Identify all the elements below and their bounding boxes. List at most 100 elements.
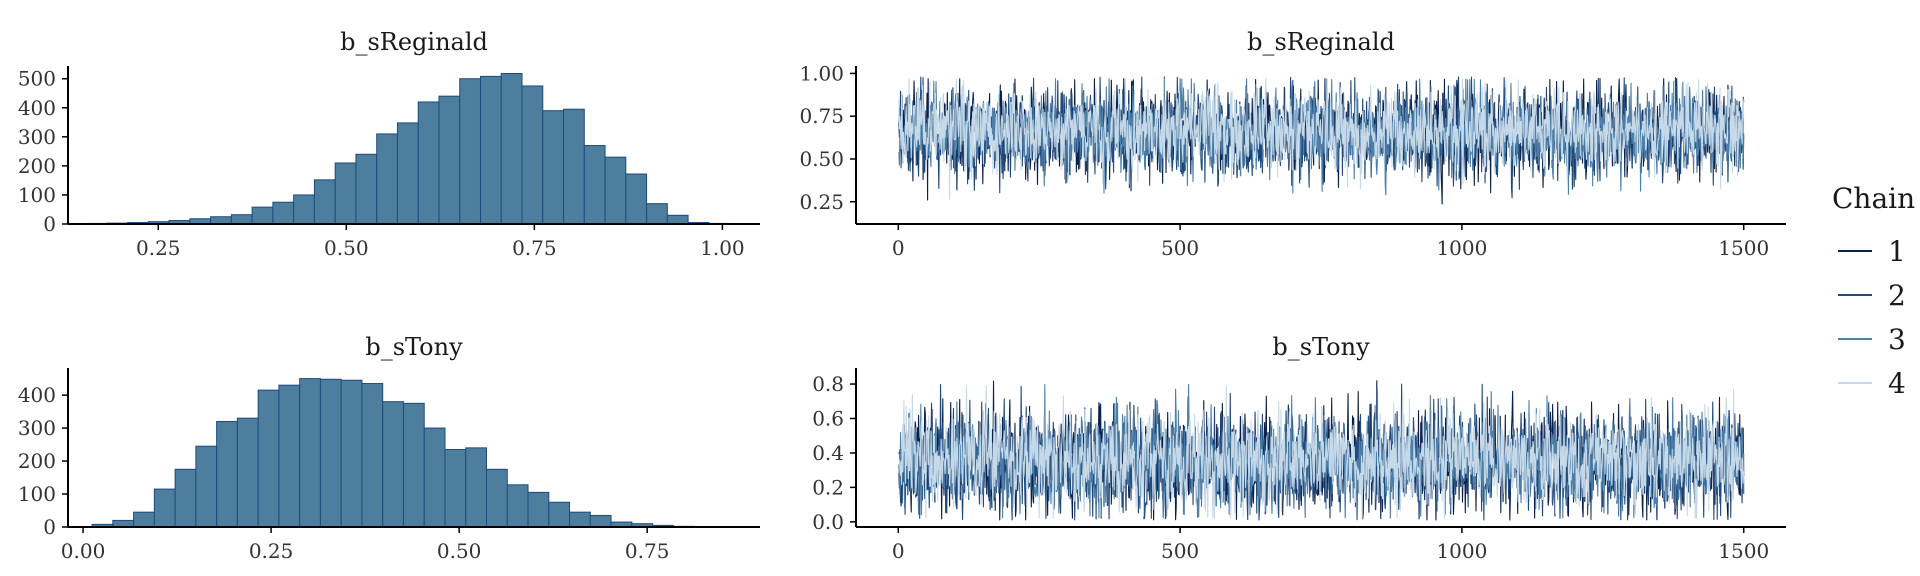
histogram-bar <box>319 378 342 528</box>
histogram-bar <box>278 384 301 528</box>
histogram-bar <box>563 108 585 225</box>
histogram-bar <box>625 173 648 225</box>
panel-title: b_sTony <box>1272 333 1370 361</box>
y-tick-label: 0.2 <box>812 475 844 499</box>
histogram-bar <box>382 401 404 528</box>
x-tick-label: 500 <box>1161 236 1199 260</box>
histogram-bar <box>527 491 550 528</box>
trace-panel-tony: b_sTony 0 500 1000 1500 0.0 0.2 0.4 0.6 0.8 <box>812 333 1786 563</box>
hist-panel-tony: b_sTony 0.00 0.25 0.50 0.75 0 100 200 300 400 <box>18 333 760 563</box>
histogram-bar <box>334 162 357 225</box>
histogram-bar <box>272 201 295 225</box>
histogram-bar <box>153 488 176 528</box>
histogram-bar <box>230 214 253 225</box>
histogram-bar <box>423 427 446 528</box>
y-tick-label: 200 <box>18 449 56 473</box>
x-tick-label: 0.50 <box>324 236 369 260</box>
histogram-bar <box>361 383 384 528</box>
histogram-bar <box>569 511 591 528</box>
histogram-bar <box>355 153 378 225</box>
panel-title: b_sTony <box>365 333 463 361</box>
histogram-bar <box>174 468 197 528</box>
histogram-bar <box>465 447 488 528</box>
histogram-bar <box>417 101 440 225</box>
histogram-bar <box>293 194 315 225</box>
y-tick-label: 200 <box>18 154 56 178</box>
legend-item-chain-3: 3 <box>1838 323 1906 356</box>
y-tick-label: 0.75 <box>799 104 844 128</box>
histogram-bar <box>438 95 461 225</box>
x-tick-label: 1.00 <box>700 236 745 260</box>
y-tick-label: 0.8 <box>812 372 844 396</box>
histogram-bar <box>376 133 398 225</box>
y-tick-label: 400 <box>18 96 56 120</box>
histogram-bar <box>444 449 467 528</box>
histogram-bar <box>257 389 280 528</box>
legend-label: 1 <box>1888 235 1906 268</box>
histogram-bar <box>479 75 502 225</box>
legend-label: 2 <box>1888 279 1906 312</box>
histogram-bar <box>589 514 612 528</box>
trace-lines <box>898 76 1745 205</box>
legend-title: Chain <box>1832 182 1915 215</box>
histogram-bar <box>583 145 606 225</box>
axes: 0.25 0.50 0.75 1.00 0 100 200 300 400 500 <box>18 66 760 260</box>
trace-lines <box>898 380 1745 521</box>
histogram-bar <box>396 122 419 225</box>
histogram-bars <box>85 72 731 225</box>
axes: 0 500 1000 1500 0.0 0.2 0.4 0.6 0.8 <box>812 368 1786 563</box>
trace-panel-reginald: b_sReginald 0 500 1000 1500 0.25 0.50 0.75 1.00 <box>799 28 1786 260</box>
histogram-bar <box>521 85 544 225</box>
histogram-bar <box>402 402 425 528</box>
histogram-bar <box>133 511 155 528</box>
histogram-bar <box>340 379 363 528</box>
histogram-bar <box>506 484 529 528</box>
y-tick-label: 1.00 <box>799 61 844 85</box>
y-tick-label: 100 <box>18 482 56 506</box>
x-tick-label: 1000 <box>1436 539 1487 563</box>
axes: 0.00 0.25 0.50 0.75 0 100 200 300 400 <box>18 368 760 563</box>
y-tick-label: 0.6 <box>812 407 844 431</box>
histogram-bar <box>459 78 481 225</box>
histogram-bar <box>313 179 336 225</box>
x-tick-label: 0.75 <box>625 539 670 563</box>
y-tick-label: 0.4 <box>812 441 844 465</box>
y-tick-label: 0.25 <box>799 190 844 214</box>
legend-label: 4 <box>1888 367 1906 400</box>
x-tick-label: 0.50 <box>437 539 482 563</box>
x-tick-label: 0.00 <box>61 539 106 563</box>
legend-label: 3 <box>1888 323 1906 356</box>
histogram-bar <box>542 110 565 225</box>
hist-panel-reginald: b_sReginald 0.25 0.50 0.75 1.00 0 100 200 300 400… <box>18 28 760 260</box>
x-tick-label: 1500 <box>1718 539 1769 563</box>
y-tick-label: 300 <box>18 125 56 149</box>
histogram-bar <box>666 214 689 225</box>
y-tick-label: 400 <box>18 383 56 407</box>
histogram-bars <box>91 378 716 528</box>
y-tick-label: 300 <box>18 416 56 440</box>
y-tick-label: 100 <box>18 183 56 207</box>
x-tick-label: 0 <box>892 236 905 260</box>
panel-title: b_sReginald <box>340 28 488 56</box>
legend-item-chain-2: 2 <box>1838 279 1906 312</box>
trace-line-chain-4 <box>898 78 1745 200</box>
x-tick-label: 1500 <box>1718 236 1769 260</box>
panel-title: b_sReginald <box>1247 28 1395 56</box>
histogram-bar <box>210 216 232 225</box>
histogram-bar <box>195 445 218 528</box>
legend-item-chain-4: 4 <box>1838 367 1906 400</box>
trace-line-chain-4 <box>898 385 1745 519</box>
x-tick-label: 0 <box>892 539 905 563</box>
y-tick-label: 0.0 <box>812 510 844 534</box>
legend-item-chain-1: 1 <box>1838 235 1906 268</box>
y-tick-label: 0.50 <box>799 147 844 171</box>
histogram-bar <box>486 468 508 528</box>
chain-legend: Chain 1 2 3 4 <box>1832 182 1915 400</box>
histogram-bar <box>500 72 523 225</box>
axes: 0 500 1000 1500 0.25 0.50 0.75 1.00 <box>799 61 1786 260</box>
y-tick-label: 500 <box>18 67 56 91</box>
x-tick-label: 1000 <box>1436 236 1487 260</box>
histogram-bar <box>251 206 274 225</box>
y-tick-label: 0 <box>43 515 56 539</box>
